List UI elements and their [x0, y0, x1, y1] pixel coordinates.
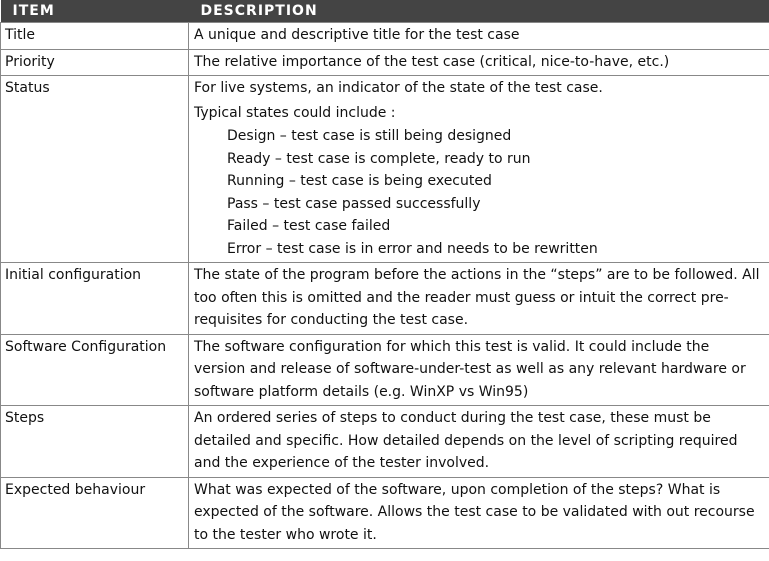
row-status-sub-intro: Typical states could include :	[194, 104, 396, 121]
status-state-running: Running – test case is being executed	[227, 173, 492, 189]
status-states-list: Design – test case is still being design…	[194, 125, 763, 260]
status-state-error: Error – test case is in error and needs …	[227, 240, 598, 257]
table-row-software-configuration: Software Configuration The software conf…	[0, 333, 769, 406]
row-software-configuration-description: The software configuration for which thi…	[188, 333, 769, 406]
row-status-description: For live systems, an indicator of the st…	[194, 80, 603, 96]
row-priority-item: Priority	[0, 48, 189, 76]
status-state-pass: Pass – test case passed successfully	[227, 195, 481, 212]
status-state-failed: Failed – test case failed	[227, 218, 391, 234]
table-row-steps: Steps An ordered series of steps to cond…	[0, 405, 769, 478]
status-state-design: Design – test case is still being design…	[227, 128, 512, 144]
table-row-initial-configuration: Initial configuration The state of the p…	[0, 262, 769, 335]
table-row-expected-behaviour: Expected behaviour What was expected of …	[0, 476, 769, 549]
status-state-ready: Ready – test case is complete, ready to …	[227, 150, 531, 167]
row-status-description-cell: For live systems, an indicator of the st…	[188, 75, 769, 263]
row-priority-description: The relative importance of the test case…	[188, 48, 769, 76]
header-item: ITEM	[0, 0, 189, 23]
row-initial-configuration-description: The state of the program before the acti…	[188, 262, 769, 335]
row-expected-behaviour-description: What was expected of the software, upon …	[188, 476, 769, 549]
table-body: Title A unique and descriptive title for…	[0, 22, 769, 549]
test-case-table: ITEM DESCRIPTION Title A unique and desc…	[0, 0, 769, 549]
table-header: ITEM DESCRIPTION	[0, 0, 769, 23]
header-row: ITEM DESCRIPTION	[0, 0, 769, 23]
row-software-configuration-item: Software Configuration	[0, 333, 189, 406]
table-row-title: Title A unique and descriptive title for…	[0, 22, 769, 50]
table-row-priority: Priority The relative importance of the …	[0, 48, 769, 76]
row-title-description: A unique and descriptive title for the t…	[188, 22, 769, 50]
row-steps-item: Steps	[0, 405, 189, 478]
table-row-status: Status For live systems, an indicator of…	[0, 75, 769, 263]
row-status-item: Status	[0, 75, 189, 263]
row-title-item: Title	[0, 22, 189, 50]
row-steps-description: An ordered series of steps to conduct du…	[188, 405, 769, 478]
row-expected-behaviour-item: Expected behaviour	[0, 476, 189, 549]
row-initial-configuration-item: Initial configuration	[0, 262, 189, 335]
header-description: DESCRIPTION	[188, 0, 769, 23]
